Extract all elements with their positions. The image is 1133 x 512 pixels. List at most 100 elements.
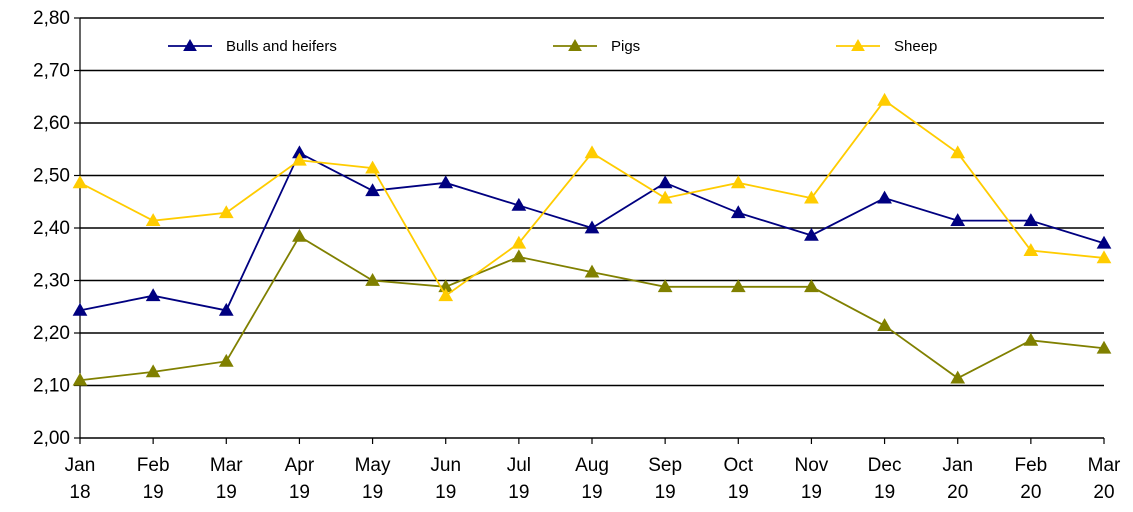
series-bulls-and-heifers <box>72 145 1112 316</box>
data-point-sheep <box>950 145 966 159</box>
x-tick-label-year: 19 <box>289 482 310 503</box>
data-point-bulls-and-heifers <box>438 175 454 189</box>
x-tick-label-year: 19 <box>362 482 383 503</box>
y-tick-label: 2,50 <box>33 166 70 187</box>
data-point-sheep <box>511 235 527 249</box>
legend-item-bulls-and-heifers: Bulls and heifers <box>168 38 337 55</box>
y-tick-label: 2,10 <box>33 376 70 397</box>
x-tick-label-year: 19 <box>143 482 164 503</box>
x-tick-label-month: Sep <box>648 455 682 476</box>
x-tick-label-month: Jul <box>507 455 531 476</box>
x-tick-label-month: Dec <box>868 455 902 476</box>
x-tick-label: Jul 19 <box>507 455 531 503</box>
data-point-bulls-and-heifers <box>365 183 380 197</box>
x-tick-label-month: Jun <box>430 455 461 476</box>
legend-label-pigs: Pigs <box>611 38 640 55</box>
x-tick-label-year: 20 <box>947 482 968 503</box>
data-point-sheep <box>804 190 819 204</box>
legend-label-sheep: Sheep <box>894 38 937 55</box>
x-tick-label-year: 19 <box>874 482 895 503</box>
series <box>72 92 1112 386</box>
x-tick-label: Mar 19 <box>210 455 243 503</box>
x-tick-label-year: 19 <box>581 482 602 503</box>
x-tick-label-month: Aug <box>575 455 609 476</box>
x-tick-label: Feb 19 <box>137 455 170 503</box>
x-tick-label-month: Mar <box>210 455 243 476</box>
y-tick-label: 2,80 <box>33 8 70 29</box>
data-point-bulls-and-heifers <box>804 227 819 241</box>
x-tick-label-year: 19 <box>801 482 822 503</box>
y-tick-label: 2,30 <box>33 271 70 292</box>
data-point-pigs <box>657 279 673 293</box>
x-tick-label: Dec 19 <box>868 455 902 503</box>
x-tick-label: Aug 19 <box>575 455 609 503</box>
data-point-sheep <box>438 288 454 302</box>
x-tick-label: Jun 19 <box>430 455 461 503</box>
data-point-pigs <box>145 364 161 378</box>
x-tick-label-month: Jan <box>65 455 96 476</box>
data-point-pigs <box>730 279 746 293</box>
x-tick-label: Feb 20 <box>1014 455 1047 503</box>
data-point-bulls-and-heifers <box>1023 213 1039 227</box>
data-point-pigs <box>218 353 234 367</box>
data-point-sheep <box>145 213 161 227</box>
x-tick-label-month: Jan <box>942 455 973 476</box>
data-point-sheep <box>1096 250 1112 264</box>
gridlines <box>80 17 1104 387</box>
data-point-sheep <box>730 175 746 189</box>
legend-marker-bulls-and-heifers <box>183 38 197 51</box>
legend-marker-pigs <box>568 38 582 51</box>
data-point-pigs <box>72 372 88 386</box>
legend: Bulls and heifers Pigs Sheep <box>168 38 937 55</box>
data-point-sheep <box>365 160 380 174</box>
x-tick-label-year: 19 <box>728 482 749 503</box>
legend-marker-sheep <box>851 38 865 51</box>
x-tick-label-year: 20 <box>1020 482 1041 503</box>
data-point-bulls-and-heifers <box>657 175 673 189</box>
data-point-bulls-and-heifers <box>730 205 746 219</box>
series-line-pigs <box>79 235 1105 382</box>
data-point-pigs <box>511 249 527 263</box>
y-tick-label: 2,20 <box>33 323 70 344</box>
data-point-sheep <box>657 190 673 204</box>
data-point-bulls-and-heifers <box>950 213 966 227</box>
x-tick-label-year: 19 <box>508 482 529 503</box>
x-tick-label: Mar 20 <box>1088 455 1121 503</box>
x-tick-label-year: 18 <box>69 482 90 503</box>
legend-label-bulls-and-heifers: Bulls and heifers <box>226 38 337 55</box>
x-tick-label: Nov 19 <box>795 455 829 503</box>
x-tick-label-month: Nov <box>795 455 829 476</box>
y-tick-label: 2,60 <box>33 113 70 134</box>
x-tick-label-year: 20 <box>1093 482 1114 503</box>
data-point-pigs <box>584 264 600 278</box>
x-tick-label: Jan 20 <box>942 455 973 503</box>
data-point-pigs <box>1023 332 1039 346</box>
x-tick-label-month: May <box>355 455 391 476</box>
series-pigs <box>72 228 1112 386</box>
data-point-pigs <box>877 318 892 332</box>
legend-item-sheep: Sheep <box>836 38 937 55</box>
x-tick-label-month: Feb <box>1014 455 1047 476</box>
data-point-pigs <box>365 272 380 286</box>
data-point-pigs <box>1096 340 1112 354</box>
x-tick-label-month: Apr <box>285 455 315 476</box>
x-tick-label-year: 19 <box>655 482 676 503</box>
data-point-sheep <box>72 175 88 189</box>
data-point-sheep <box>292 152 307 166</box>
data-point-pigs <box>804 279 819 293</box>
data-point-sheep <box>877 92 892 106</box>
data-point-bulls-and-heifers <box>145 288 161 302</box>
data-point-sheep <box>218 205 234 219</box>
y-tick-label: 2,40 <box>33 218 70 239</box>
x-tick-label-year: 19 <box>216 482 237 503</box>
data-point-pigs <box>292 228 307 242</box>
x-tick-label-month: Mar <box>1088 455 1121 476</box>
data-point-bulls-and-heifers <box>877 190 892 204</box>
data-point-sheep <box>1023 243 1039 256</box>
y-tick-label: 2,00 <box>33 428 70 449</box>
data-point-bulls-and-heifers <box>1096 235 1112 249</box>
x-tick-label-year: 19 <box>435 482 456 503</box>
data-point-pigs <box>950 370 966 384</box>
x-tick-label: Oct 19 <box>724 455 754 503</box>
